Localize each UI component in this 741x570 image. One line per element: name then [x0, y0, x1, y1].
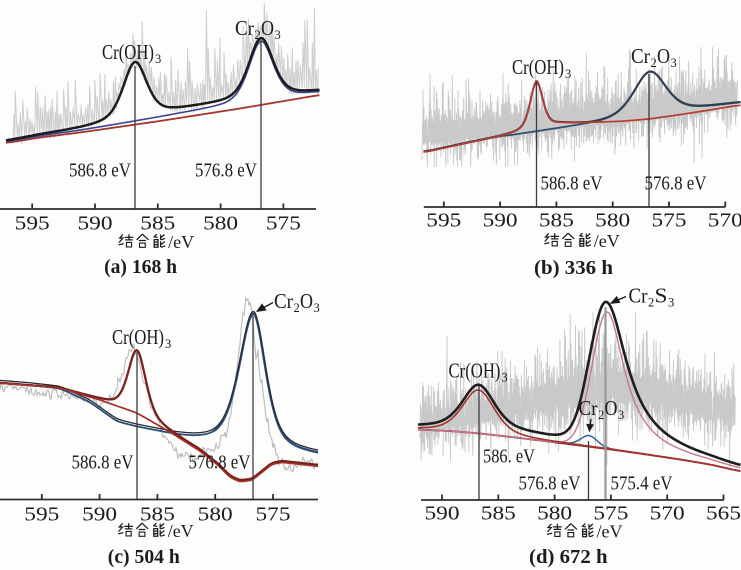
svg-text:O: O	[657, 44, 670, 68]
svg-text:575: 575	[266, 213, 301, 235]
svg-text:3: 3	[502, 371, 508, 385]
svg-text:586.8 eV: 586.8 eV	[541, 173, 603, 195]
svg-text:576.8 eV: 576.8 eV	[195, 160, 257, 182]
svg-text:Cr: Cr	[274, 289, 293, 313]
svg-text:3: 3	[565, 67, 571, 81]
svg-text:/eV: /eV	[168, 232, 194, 252]
svg-text:(d) 672 h: (d) 672 h	[529, 546, 608, 568]
svg-text:576.8 eV: 576.8 eV	[519, 473, 581, 495]
svg-text:2: 2	[651, 56, 657, 70]
svg-text:2: 2	[598, 408, 604, 422]
svg-text:586.8 eV: 586.8 eV	[72, 452, 134, 474]
svg-text:590: 590	[82, 504, 117, 526]
svg-text:575: 575	[652, 210, 687, 232]
svg-text:Cr: Cr	[235, 16, 254, 40]
svg-text:576.8 eV: 576.8 eV	[189, 452, 251, 474]
svg-text:3: 3	[618, 408, 624, 422]
svg-text:590: 590	[483, 210, 518, 232]
svg-text:/eV: /eV	[168, 521, 194, 541]
svg-text:Cr(OH): Cr(OH)	[512, 55, 564, 79]
svg-text:580: 580	[198, 504, 233, 526]
svg-text:575: 575	[256, 504, 291, 526]
svg-text:Cr: Cr	[579, 396, 598, 420]
svg-text:575.4 eV: 575.4 eV	[611, 473, 673, 495]
svg-text:590: 590	[78, 213, 113, 235]
svg-text:586. eV: 586. eV	[483, 446, 535, 468]
svg-text:Cr(OH): Cr(OH)	[112, 325, 164, 349]
svg-text:(a) 168 h: (a) 168 h	[104, 256, 177, 278]
svg-text:3: 3	[155, 52, 161, 66]
svg-text:595: 595	[426, 210, 461, 232]
svg-text:570: 570	[708, 210, 741, 232]
svg-text:575: 575	[593, 503, 628, 525]
svg-text:3: 3	[165, 337, 171, 351]
svg-text:Cr(OH): Cr(OH)	[102, 40, 154, 64]
svg-text:576.8 eV: 576.8 eV	[645, 173, 707, 195]
svg-text:O: O	[261, 16, 274, 40]
svg-text:570: 570	[650, 503, 685, 525]
svg-text:2: 2	[255, 28, 261, 42]
svg-text:580: 580	[203, 213, 238, 235]
svg-text:/eV: /eV	[594, 231, 620, 251]
svg-text:595: 595	[24, 504, 59, 526]
svg-text:580: 580	[537, 503, 572, 525]
svg-text:O: O	[605, 396, 618, 420]
svg-text:3: 3	[671, 56, 677, 70]
svg-text:580: 580	[595, 210, 630, 232]
svg-text:590: 590	[425, 503, 460, 525]
svg-text:565: 565	[706, 503, 741, 525]
svg-text:585: 585	[140, 504, 175, 526]
svg-text:S: S	[655, 284, 668, 308]
svg-text:Cr: Cr	[631, 44, 650, 68]
svg-text:585: 585	[140, 213, 175, 235]
svg-text:3: 3	[314, 301, 320, 315]
svg-text:(b) 336 h: (b) 336 h	[534, 257, 613, 279]
svg-text:O: O	[300, 289, 313, 313]
svg-text:585: 585	[481, 503, 516, 525]
svg-text:595: 595	[15, 213, 50, 235]
svg-text:/eV: /eV	[597, 522, 623, 542]
svg-text:2: 2	[294, 301, 300, 315]
svg-text:Cr(OH): Cr(OH)	[449, 359, 501, 383]
svg-text:586.8 eV: 586.8 eV	[69, 160, 131, 182]
svg-text:Cr: Cr	[629, 284, 648, 308]
svg-text:3: 3	[275, 28, 281, 42]
svg-text:585: 585	[539, 210, 574, 232]
svg-text:(c) 504 h: (c) 504 h	[108, 546, 180, 568]
svg-text:2: 2	[648, 296, 654, 310]
svg-text:3: 3	[668, 296, 674, 310]
